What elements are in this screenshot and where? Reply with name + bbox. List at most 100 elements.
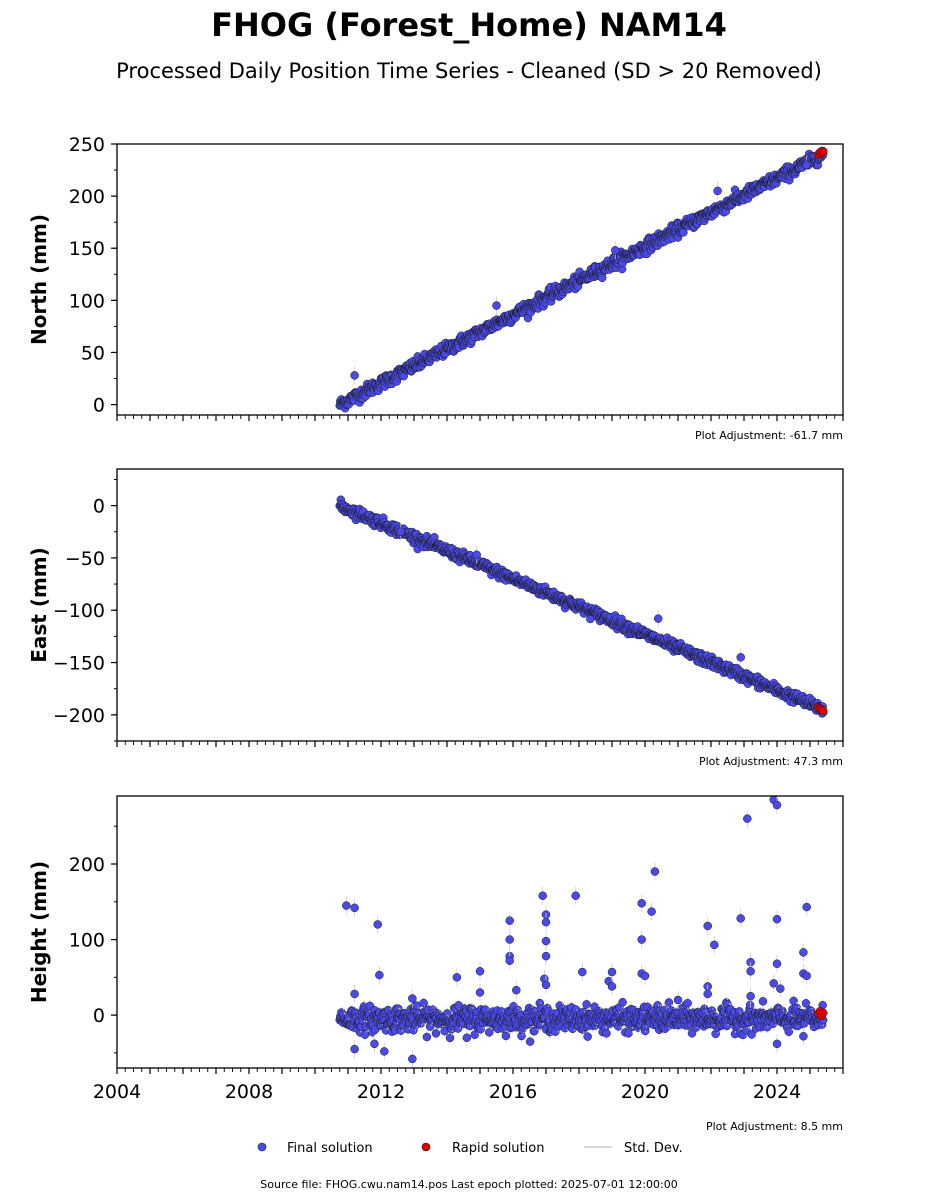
y-tick-label: 0	[93, 395, 105, 417]
final-outlier-point	[607, 967, 617, 977]
y-tick-label: 250	[69, 134, 105, 156]
final-outlier-point	[462, 1033, 472, 1043]
x-tick-label: 2004	[93, 1081, 141, 1103]
legend-rapid-marker	[421, 1142, 431, 1152]
final-point	[484, 1028, 494, 1037]
x-tick-label: 2024	[753, 1081, 801, 1103]
legend-final-marker	[257, 1142, 267, 1152]
final-outlier-point	[637, 899, 646, 908]
x-tick-label: 2012	[357, 1081, 405, 1103]
final-outlier-point	[650, 867, 660, 876]
panel-frame	[116, 143, 844, 416]
y-tick-label: −100	[53, 600, 105, 622]
x-tick-label: 2016	[489, 1081, 537, 1103]
final-point	[618, 998, 627, 1007]
final-point	[747, 1030, 756, 1039]
y-axis-label: Height (mm)	[27, 861, 51, 1003]
final-outlier-point	[350, 989, 359, 999]
final-outlier-point	[772, 1039, 782, 1049]
source-footer: Source file: FHOG.cwu.nam14.pos Last epo…	[260, 1178, 677, 1191]
final-point	[422, 1032, 432, 1042]
final-point	[583, 1032, 592, 1041]
y-tick-label: −200	[53, 705, 105, 727]
final-outlier-point	[505, 935, 514, 944]
final-outlier-point	[802, 971, 811, 981]
panel-frame	[116, 468, 844, 742]
panels-group: 0 50 100 150 200 250 North (mm) Plot Adjustment…	[27, 134, 844, 1133]
final-point	[597, 273, 607, 283]
final-outlier-point	[713, 186, 722, 196]
y-tick-label: 0	[93, 1005, 105, 1027]
y-tick-label: 100	[69, 290, 105, 312]
data-points	[335, 796, 828, 1068]
final-point	[419, 998, 428, 1008]
final-outlier-point	[637, 935, 646, 944]
y-axis-label: North (mm)	[27, 214, 51, 345]
final-outlier-point	[578, 967, 587, 977]
rapid-point	[818, 147, 828, 156]
final-outlier-point	[710, 940, 719, 950]
final-point	[530, 1026, 539, 1036]
final-point	[360, 1030, 370, 1039]
final-point	[602, 1029, 611, 1038]
final-outlier-point	[772, 959, 782, 968]
final-outlier-point	[703, 989, 712, 999]
final-outlier-point	[370, 1039, 379, 1049]
panel-3: 0 100 200 2004 2008 2012 2016 2020 2024 Height (m…	[27, 795, 844, 1133]
x-tick-label: 2020	[621, 1081, 669, 1103]
final-point	[801, 999, 811, 1008]
final-outlier-point	[541, 980, 551, 990]
final-point	[525, 1037, 535, 1046]
y-tick-label: 0	[93, 496, 105, 518]
final-outlier-point	[673, 995, 683, 1005]
y-tick-label: 200	[69, 854, 105, 876]
final-outlier-point	[736, 653, 745, 662]
final-point	[445, 1033, 455, 1043]
final-outlier-point	[505, 916, 514, 925]
final-outlier-point	[350, 903, 359, 913]
rapid-point	[818, 706, 828, 715]
rapid-point	[818, 1008, 828, 1018]
plot-adjustment-label: Plot Adjustment: 47.3 mm	[699, 755, 843, 768]
final-outlier-point	[472, 550, 481, 560]
final-outlier-point	[492, 301, 501, 310]
final-outlier-point	[396, 527, 406, 537]
final-outlier-point	[505, 956, 514, 965]
final-outlier-point	[703, 921, 712, 931]
final-outlier-point	[799, 948, 808, 957]
final-outlier-point	[746, 967, 755, 976]
legend-final-label: Final solution	[287, 1141, 373, 1156]
final-outlier-point	[607, 982, 617, 991]
final-point	[624, 1029, 633, 1038]
legend-std-label: Std. Dev.	[624, 1141, 683, 1156]
legend: Final solution Rapid solution Std. Dev.	[257, 1141, 683, 1156]
y-tick-label: 100	[69, 930, 105, 952]
final-outlier-point	[611, 246, 620, 255]
final-outlier-point	[475, 988, 485, 997]
final-outlier-point	[380, 1047, 389, 1056]
final-outlier-point	[541, 936, 551, 946]
final-outlier-point	[736, 914, 745, 923]
final-outlier-point	[541, 917, 551, 927]
final-point	[431, 1029, 441, 1038]
final-point	[784, 1027, 794, 1037]
final-outlier-point	[350, 371, 359, 380]
final-point	[683, 998, 692, 1008]
final-outlier-point	[452, 973, 462, 982]
final-point	[758, 997, 768, 1006]
final-outlier-point	[375, 970, 384, 980]
data-points	[335, 146, 828, 413]
final-point	[582, 1000, 591, 1009]
panel-2: 0 −50 −100 −150 −200 East (mm) Plot Adjustment…	[27, 468, 844, 768]
final-outlier-point	[769, 979, 778, 988]
final-point	[664, 998, 674, 1007]
y-tick-label: −150	[53, 653, 105, 675]
final-outlier-point	[538, 891, 547, 900]
final-point	[501, 1031, 511, 1041]
final-outlier-point	[772, 800, 782, 810]
final-outlier-point	[746, 991, 755, 1001]
final-outlier-point	[408, 1054, 417, 1064]
final-outlier-point	[571, 891, 580, 900]
